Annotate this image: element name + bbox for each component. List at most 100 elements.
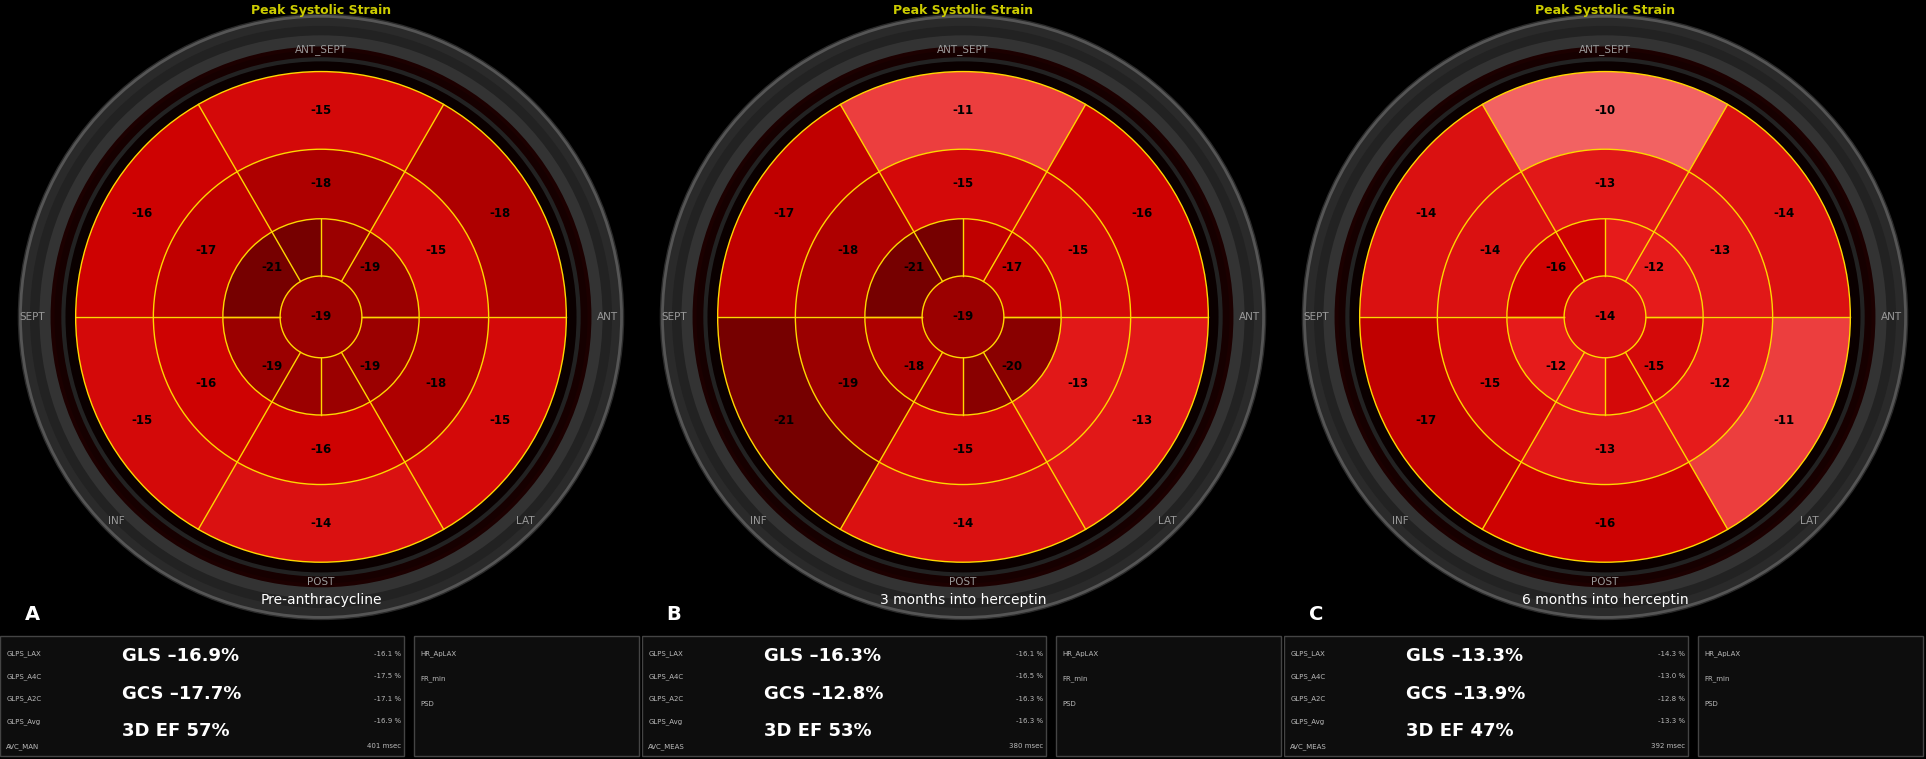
Text: GLS –16.3%: GLS –16.3% <box>765 647 880 666</box>
Circle shape <box>1564 276 1647 357</box>
Text: -17.1 %: -17.1 % <box>374 696 401 702</box>
FancyBboxPatch shape <box>0 636 404 757</box>
Circle shape <box>1350 61 1861 572</box>
Text: GLPS_Avg: GLPS_Avg <box>1290 718 1325 725</box>
Text: HR_ApLAX: HR_ApLAX <box>420 650 456 657</box>
Text: SEPT: SEPT <box>1304 312 1329 322</box>
Text: GLPS_LAX: GLPS_LAX <box>6 650 40 657</box>
Text: -13.0 %: -13.0 % <box>1658 673 1685 679</box>
Circle shape <box>661 14 1265 619</box>
Text: FR_min: FR_min <box>1705 676 1730 682</box>
Circle shape <box>688 41 1238 593</box>
Wedge shape <box>322 317 420 415</box>
FancyBboxPatch shape <box>1055 636 1281 757</box>
Text: A: A <box>25 604 40 624</box>
Wedge shape <box>795 317 915 462</box>
Text: SEPT: SEPT <box>661 312 688 322</box>
Text: -12: -12 <box>1545 360 1566 373</box>
Text: -16.1 %: -16.1 % <box>1017 650 1044 657</box>
Text: 401 msec: 401 msec <box>368 744 401 749</box>
Text: AVC_MEAS: AVC_MEAS <box>1290 743 1327 750</box>
Wedge shape <box>718 317 878 529</box>
Wedge shape <box>963 317 1061 415</box>
Text: GLS –13.3%: GLS –13.3% <box>1406 647 1523 666</box>
Text: -16.1 %: -16.1 % <box>374 650 401 657</box>
Text: -17: -17 <box>195 244 216 257</box>
Circle shape <box>19 14 624 619</box>
Wedge shape <box>795 172 915 317</box>
Text: -13: -13 <box>1595 443 1616 456</box>
Text: -11: -11 <box>1774 414 1795 427</box>
Text: -13: -13 <box>1131 414 1152 427</box>
Text: FR_min: FR_min <box>420 676 447 682</box>
Text: GLPS_A2C: GLPS_A2C <box>1290 695 1325 702</box>
Wedge shape <box>75 105 237 317</box>
Text: POST: POST <box>308 577 335 587</box>
Text: AVC_MEAS: AVC_MEAS <box>649 743 686 750</box>
Text: ANT_SEPT: ANT_SEPT <box>938 44 988 55</box>
Text: 3D EF 47%: 3D EF 47% <box>1406 723 1514 741</box>
Text: INF: INF <box>751 516 767 526</box>
Text: AVC_MAN: AVC_MAN <box>6 743 40 750</box>
Wedge shape <box>865 317 963 415</box>
Text: GLPS_A4C: GLPS_A4C <box>649 673 684 680</box>
Text: -16.9 %: -16.9 % <box>374 719 401 724</box>
Text: -19: -19 <box>951 310 975 323</box>
Text: INF: INF <box>108 516 125 526</box>
Text: LAT: LAT <box>1158 516 1177 526</box>
Text: 6 months into herceptin: 6 months into herceptin <box>1522 593 1689 607</box>
Text: ANT: ANT <box>1882 312 1903 322</box>
Wedge shape <box>865 219 963 317</box>
Circle shape <box>279 276 362 357</box>
Text: -21: -21 <box>774 414 795 427</box>
Text: GLPS_A4C: GLPS_A4C <box>1290 673 1325 680</box>
Text: -18: -18 <box>903 360 924 373</box>
Text: -15: -15 <box>951 443 975 456</box>
Wedge shape <box>370 172 489 317</box>
Wedge shape <box>223 219 322 317</box>
Circle shape <box>44 41 597 593</box>
Wedge shape <box>322 219 420 317</box>
Wedge shape <box>75 317 237 529</box>
Wedge shape <box>1437 317 1556 462</box>
Text: GCS –17.7%: GCS –17.7% <box>121 685 241 703</box>
Text: -19: -19 <box>838 376 859 390</box>
Text: SEPT: SEPT <box>19 312 44 322</box>
Wedge shape <box>1689 105 1851 317</box>
Wedge shape <box>840 462 1086 562</box>
Circle shape <box>923 276 1003 357</box>
Text: -16.3 %: -16.3 % <box>1017 696 1044 702</box>
Text: -17: -17 <box>774 207 795 220</box>
Text: -18: -18 <box>489 207 510 220</box>
Text: C: C <box>1308 604 1323 624</box>
Text: FR_min: FR_min <box>1063 676 1088 682</box>
FancyBboxPatch shape <box>1699 636 1922 757</box>
Wedge shape <box>1048 317 1208 529</box>
Wedge shape <box>1604 317 1703 415</box>
Text: PSD: PSD <box>1063 701 1077 707</box>
Text: -16: -16 <box>310 443 331 456</box>
Text: PSD: PSD <box>1705 701 1718 707</box>
Circle shape <box>65 61 576 572</box>
Text: Peak Systolic Strain: Peak Systolic Strain <box>894 4 1032 17</box>
Wedge shape <box>1360 105 1522 317</box>
Circle shape <box>672 27 1254 607</box>
Text: -10: -10 <box>1595 104 1616 117</box>
Text: -14.3 %: -14.3 % <box>1658 650 1685 657</box>
Text: -14: -14 <box>1479 244 1500 257</box>
Text: -19: -19 <box>360 360 381 373</box>
Text: -16.5 %: -16.5 % <box>1017 673 1044 679</box>
Wedge shape <box>1689 317 1851 529</box>
Wedge shape <box>223 317 322 415</box>
Text: GLPS_A4C: GLPS_A4C <box>6 673 42 680</box>
Text: -14: -14 <box>310 517 331 530</box>
Text: GLS –16.9%: GLS –16.9% <box>121 647 239 666</box>
Text: -15: -15 <box>1067 244 1088 257</box>
Wedge shape <box>1506 219 1604 317</box>
Text: -13: -13 <box>1067 376 1088 390</box>
Text: GLPS_A2C: GLPS_A2C <box>6 695 42 702</box>
Text: LAT: LAT <box>1801 516 1818 526</box>
Text: ANT: ANT <box>1238 312 1260 322</box>
Text: Pre-anthracycline: Pre-anthracycline <box>260 593 381 607</box>
Text: -14: -14 <box>951 517 975 530</box>
